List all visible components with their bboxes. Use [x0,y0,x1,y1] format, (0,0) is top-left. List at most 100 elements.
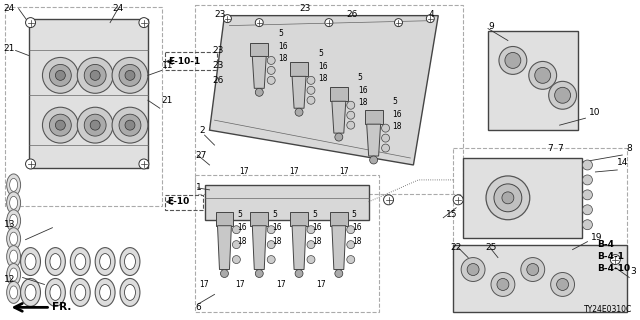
Ellipse shape [6,282,20,303]
Polygon shape [292,226,306,269]
Bar [205,185,369,220]
Circle shape [486,176,530,220]
Circle shape [381,134,390,142]
Text: 17: 17 [316,280,326,289]
Circle shape [426,15,435,23]
Text: 6: 6 [196,303,202,312]
Circle shape [307,256,315,264]
Text: 18: 18 [237,237,247,246]
Bar [290,62,308,76]
Text: 26: 26 [347,10,358,19]
Text: 23: 23 [299,4,310,13]
Text: 5: 5 [358,73,363,82]
Text: B-4-10: B-4-10 [597,264,630,273]
Text: 14: 14 [618,158,628,167]
Circle shape [381,144,390,152]
Circle shape [347,121,355,129]
Circle shape [268,76,275,84]
Text: 7: 7 [557,144,563,153]
Text: 9: 9 [488,22,493,31]
Text: 22: 22 [450,243,461,252]
Text: 5: 5 [237,210,243,219]
Circle shape [335,269,343,277]
Circle shape [112,58,148,93]
Text: 18: 18 [392,122,402,131]
Circle shape [119,64,141,86]
Ellipse shape [10,232,18,245]
Circle shape [125,70,135,80]
Circle shape [555,87,570,103]
Circle shape [26,159,35,169]
Circle shape [119,114,141,136]
Circle shape [268,56,275,64]
Polygon shape [332,226,346,269]
Text: E-10: E-10 [167,197,189,206]
Circle shape [84,114,106,136]
Polygon shape [29,19,148,168]
Ellipse shape [120,278,140,306]
Circle shape [383,195,394,205]
Ellipse shape [50,284,61,300]
Circle shape [49,114,71,136]
Text: 18: 18 [358,98,367,107]
Text: E-10-1: E-10-1 [168,57,200,66]
Text: 24: 24 [112,4,124,13]
Text: 13: 13 [4,220,15,229]
Bar [290,212,308,226]
Text: 23: 23 [212,61,224,70]
Ellipse shape [10,286,18,299]
Circle shape [381,124,390,132]
Ellipse shape [10,214,18,227]
Ellipse shape [45,278,65,306]
Circle shape [90,120,100,130]
Text: 17: 17 [239,167,249,176]
Text: 18: 18 [352,237,361,246]
Circle shape [347,101,355,109]
Bar [453,148,627,268]
Circle shape [347,111,355,119]
Circle shape [125,120,135,130]
Bar [330,87,348,101]
Circle shape [550,273,575,296]
Circle shape [112,107,148,143]
Circle shape [347,226,355,234]
Ellipse shape [20,278,40,306]
Circle shape [548,81,577,109]
Polygon shape [367,124,381,156]
Circle shape [582,220,593,230]
Circle shape [56,120,65,130]
Ellipse shape [50,253,61,269]
Ellipse shape [25,253,36,269]
Circle shape [527,264,539,276]
Ellipse shape [6,210,20,232]
Text: 2: 2 [200,126,205,135]
Text: 16: 16 [312,223,322,232]
Bar [195,175,379,312]
Circle shape [582,190,593,200]
Ellipse shape [20,248,40,276]
Text: 5: 5 [278,29,283,38]
Ellipse shape [6,246,20,268]
Text: 16: 16 [352,223,362,232]
Ellipse shape [95,278,115,306]
Text: 1: 1 [196,183,202,192]
Text: 23: 23 [214,10,226,19]
Polygon shape [252,56,266,88]
Polygon shape [209,16,438,165]
Text: 16: 16 [318,62,328,71]
Circle shape [295,108,303,116]
Bar [365,110,383,124]
Ellipse shape [120,248,140,276]
Circle shape [307,241,315,249]
Text: 11: 11 [162,61,173,70]
Text: 17: 17 [200,280,209,289]
Text: 5: 5 [272,210,277,219]
Polygon shape [332,101,346,133]
Text: 18: 18 [312,237,321,246]
Bar [4,7,162,206]
Ellipse shape [25,284,36,300]
Ellipse shape [75,284,86,300]
Circle shape [42,107,78,143]
Circle shape [255,19,263,27]
Text: 17: 17 [289,167,299,176]
